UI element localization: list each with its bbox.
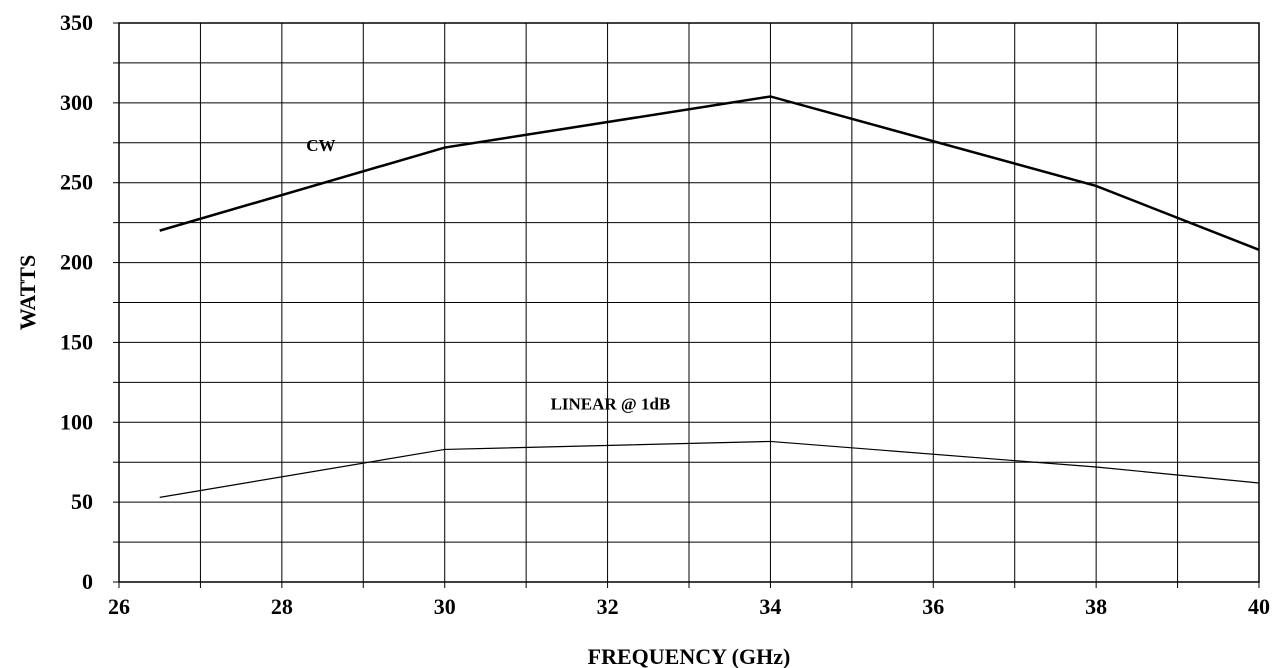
y-tick-label: 350 [60,10,93,35]
y-tick-label: 300 [60,90,93,115]
series-line-linear [159,440,1260,498]
grid-lines [118,22,1260,583]
x-tick-label: 34 [759,594,781,619]
tick-labels: 26 28 30 32 34 36 38 40 0 50 100 150 200 250 300 350 [60,10,1270,619]
series-label-linear: LINEAR @ 1dB [551,395,671,414]
x-tick-label: 36 [922,594,944,619]
series-line-cw [159,95,1260,251]
x-tick-label: 40 [1248,594,1270,619]
y-tick-label: 0 [82,569,93,594]
data-series [159,95,1260,498]
x-tick-label: 32 [597,594,619,619]
x-axis-title: FREQUENCY (GHz) [588,644,791,668]
x-tick-label: 28 [271,594,293,619]
x-tick-label: 26 [108,594,130,619]
x-tick-label: 38 [1085,594,1107,619]
x-tick-label: 30 [434,594,456,619]
axes [113,22,1260,588]
y-tick-label: 200 [60,250,93,275]
series-annotations: CW LINEAR @ 1dB [306,136,670,414]
y-tick-label: 50 [71,489,93,514]
y-axis-title: WATTS [15,255,40,330]
series-label-cw: CW [306,136,335,155]
y-tick-label: 100 [60,409,93,434]
y-tick-label: 250 [60,170,93,195]
y-tick-label: 150 [60,329,93,354]
